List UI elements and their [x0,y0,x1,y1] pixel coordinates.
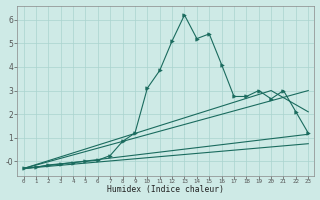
X-axis label: Humidex (Indice chaleur): Humidex (Indice chaleur) [108,185,224,194]
